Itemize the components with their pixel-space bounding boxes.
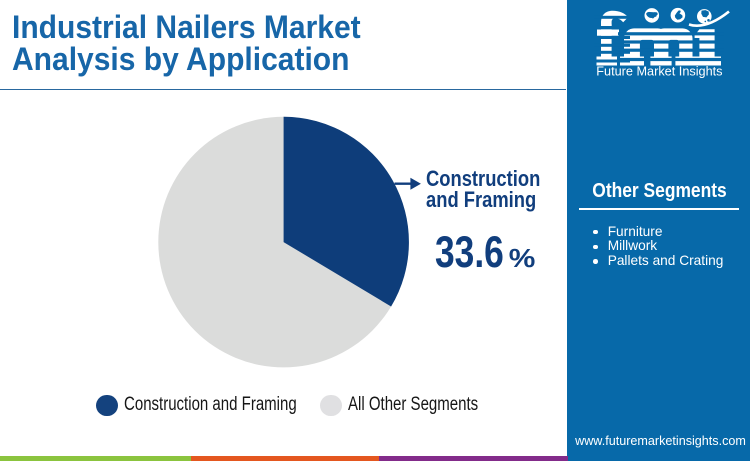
- svg-text:Future Market Insights: Future Market Insights: [596, 64, 722, 78]
